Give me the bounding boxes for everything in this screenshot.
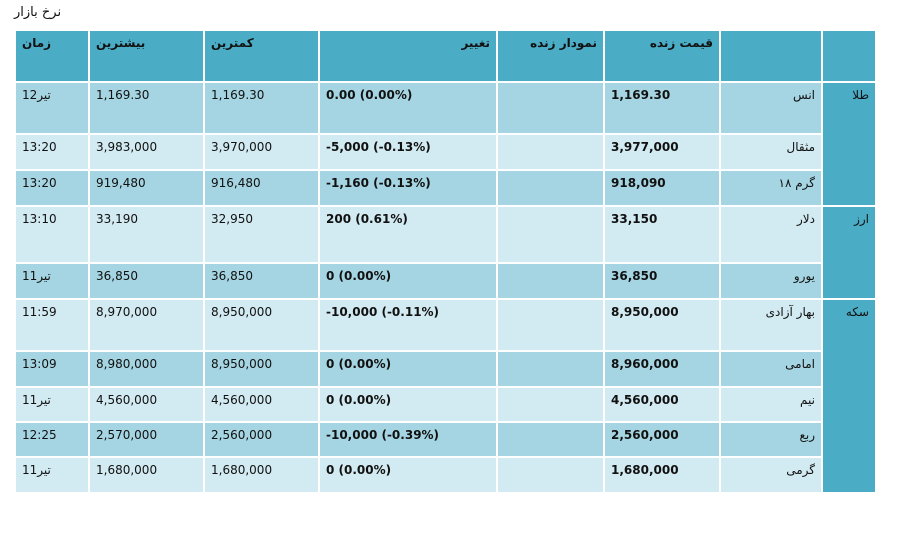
- header-change: تغییر: [318, 29, 498, 83]
- market-rates-table: زمان بیشترین کمترین تغییر نمودار زنده قی…: [14, 29, 877, 494]
- low-cell: 2,560,000: [203, 421, 320, 458]
- high-cell: 8,980,000: [88, 350, 205, 388]
- header-live-price: قیمت زنده: [603, 29, 721, 83]
- live-chart-cell: [496, 456, 605, 494]
- header-high: بیشترین: [88, 29, 205, 83]
- live-price-cell: 3,977,000: [603, 133, 721, 171]
- table-row: 12تیر 1,169.30 1,169.30 0.00 (0.00%) 1,1…: [14, 81, 877, 207]
- category-cell: سکه: [821, 298, 877, 494]
- table-row: 11تیر 1,680,000 1,680,000 0 (0.00%) 1,68…: [14, 456, 876, 494]
- high-cell: 3,983,000: [88, 133, 205, 171]
- item-name-cell: گرمی: [719, 456, 823, 494]
- table-row: 13:09 8,980,000 8,950,000 0 (0.00%) 8,96…: [14, 350, 876, 388]
- live-price-cell: 8,950,000: [603, 298, 721, 352]
- low-cell: 4,560,000: [203, 386, 320, 423]
- live-chart-cell: [496, 298, 605, 352]
- change-cell: -10,000 (-0.11%): [318, 298, 498, 352]
- header-time: زمان: [14, 29, 90, 83]
- live-price-cell: 4,560,000: [603, 386, 721, 423]
- high-cell: 1,169.30: [88, 81, 205, 135]
- table-row: 11:59 8,970,000 8,950,000 -10,000 (-0.11…: [14, 298, 877, 494]
- category-cell: طلا: [821, 81, 877, 207]
- low-cell: 1,680,000: [203, 456, 320, 494]
- low-cell: 36,850: [203, 262, 320, 300]
- change-cell: 0 (0.00%): [318, 386, 498, 423]
- header-low: کمترین: [203, 29, 320, 83]
- change-cell: 0 (0.00%): [318, 262, 498, 300]
- live-chart-cell: [496, 350, 605, 388]
- item-name-cell: انس: [719, 81, 823, 135]
- item-name-cell: گرم ۱۸: [719, 169, 823, 207]
- item-name-cell: مثقال: [719, 133, 823, 171]
- table-row: 13:10 33,190 32,950 200 (0.61%) 33,150 د…: [14, 205, 877, 300]
- time-cell: 11:59: [14, 298, 90, 352]
- live-price-cell: 33,150: [603, 205, 721, 264]
- time-cell: 13:20: [14, 133, 90, 171]
- time-cell: 11تیر: [14, 456, 90, 494]
- live-price-cell: 36,850: [603, 262, 721, 300]
- high-cell: 8,970,000: [88, 298, 205, 352]
- time-cell: 11تیر: [14, 262, 90, 300]
- live-price-cell: 8,960,000: [603, 350, 721, 388]
- high-cell: 919,480: [88, 169, 205, 207]
- item-name-cell: یورو: [719, 262, 823, 300]
- item-name-cell: ربع: [719, 421, 823, 458]
- live-chart-cell: [496, 386, 605, 423]
- item-name-cell: دلار: [719, 205, 823, 264]
- low-cell: 3,970,000: [203, 133, 320, 171]
- live-price-cell: 2,560,000: [603, 421, 721, 458]
- item-name-cell: امامی: [719, 350, 823, 388]
- low-cell: 1,169.30: [203, 81, 320, 135]
- change-cell: -5,000 (-0.13%): [318, 133, 498, 171]
- live-chart-cell: [496, 421, 605, 458]
- low-cell: 8,950,000: [203, 298, 320, 352]
- header-live-chart: نمودار زنده: [496, 29, 605, 83]
- change-cell: -1,160 (-0.13%): [318, 169, 498, 207]
- high-cell: 33,190: [88, 205, 205, 264]
- live-chart-cell: [496, 262, 605, 300]
- header-category: [821, 29, 877, 83]
- live-price-cell: 1,680,000: [603, 456, 721, 494]
- category-cell: ارز: [821, 205, 877, 300]
- page-title: نرخ بازار: [14, 5, 62, 20]
- low-cell: 8,950,000: [203, 350, 320, 388]
- header-item: [719, 29, 823, 83]
- header-row: زمان بیشترین کمترین تغییر نمودار زنده قی…: [14, 29, 877, 83]
- high-cell: 4,560,000: [88, 386, 205, 423]
- item-name-cell: نیم: [719, 386, 823, 423]
- time-cell: 13:20: [14, 169, 90, 207]
- high-cell: 2,570,000: [88, 421, 205, 458]
- table-row: 11تیر 36,850 36,850 0 (0.00%) 36,850 یور…: [14, 262, 876, 300]
- time-cell: 13:09: [14, 350, 90, 388]
- high-cell: 1,680,000: [88, 456, 205, 494]
- table-row: 13:20 919,480 916,480 -1,160 (-0.13%) 91…: [14, 169, 876, 207]
- table-row: 13:20 3,983,000 3,970,000 -5,000 (-0.13%…: [14, 133, 876, 171]
- change-cell: 0.00 (0.00%): [318, 81, 498, 135]
- change-cell: 0 (0.00%): [318, 456, 498, 494]
- time-cell: 11تیر: [14, 386, 90, 423]
- time-cell: 12:25: [14, 421, 90, 458]
- change-cell: 200 (0.61%): [318, 205, 498, 264]
- low-cell: 32,950: [203, 205, 320, 264]
- live-price-cell: 918,090: [603, 169, 721, 207]
- low-cell: 916,480: [203, 169, 320, 207]
- change-cell: 0 (0.00%): [318, 350, 498, 388]
- table-row: 12:25 2,570,000 2,560,000 -10,000 (-0.39…: [14, 421, 876, 458]
- live-chart-cell: [496, 205, 605, 264]
- item-name-cell: بهار آزادی: [719, 298, 823, 352]
- table-row: 11تیر 4,560,000 4,560,000 0 (0.00%) 4,56…: [14, 386, 876, 423]
- time-cell: 13:10: [14, 205, 90, 264]
- time-cell: 12تیر: [14, 81, 90, 135]
- high-cell: 36,850: [88, 262, 205, 300]
- change-cell: -10,000 (-0.39%): [318, 421, 498, 458]
- live-chart-cell: [496, 81, 605, 135]
- live-chart-cell: [496, 133, 605, 171]
- live-price-cell: 1,169.30: [603, 81, 721, 135]
- live-chart-cell: [496, 169, 605, 207]
